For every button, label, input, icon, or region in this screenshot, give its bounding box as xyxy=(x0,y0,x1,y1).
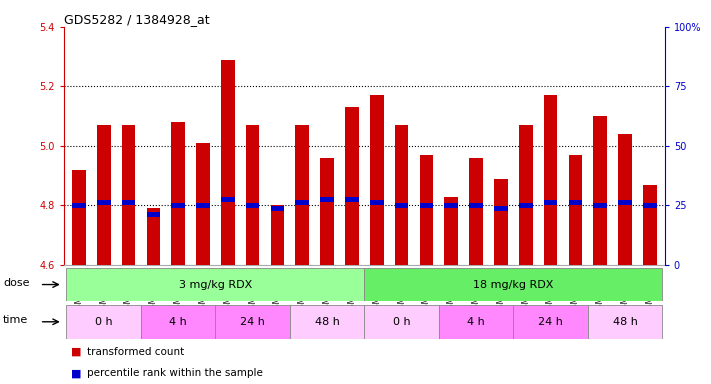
Bar xyxy=(594,203,607,208)
Bar xyxy=(345,107,359,265)
Bar xyxy=(643,185,657,265)
Bar xyxy=(395,203,408,208)
Bar xyxy=(196,203,210,208)
Bar xyxy=(221,60,235,265)
Bar xyxy=(171,203,185,208)
Bar xyxy=(439,305,513,339)
Bar xyxy=(271,206,284,211)
Bar xyxy=(619,134,632,265)
Bar xyxy=(588,305,663,339)
Bar xyxy=(221,197,235,202)
Text: transformed count: transformed count xyxy=(87,347,184,357)
Text: 24 h: 24 h xyxy=(538,317,563,327)
Bar xyxy=(296,125,309,265)
Bar xyxy=(594,116,607,265)
Bar xyxy=(171,122,185,265)
Bar xyxy=(395,125,408,265)
Text: 48 h: 48 h xyxy=(613,317,638,327)
Bar xyxy=(97,125,110,265)
Bar xyxy=(345,197,359,202)
Text: 3 mg/kg RDX: 3 mg/kg RDX xyxy=(178,280,252,290)
Bar xyxy=(196,143,210,265)
Bar xyxy=(544,95,557,265)
Bar xyxy=(364,305,439,339)
Text: 48 h: 48 h xyxy=(315,317,340,327)
Bar xyxy=(370,95,384,265)
Bar xyxy=(444,203,458,208)
Bar xyxy=(290,305,364,339)
Text: GDS5282 / 1384928_at: GDS5282 / 1384928_at xyxy=(64,13,210,26)
Bar xyxy=(246,125,260,265)
Bar xyxy=(569,200,582,205)
Bar xyxy=(215,305,290,339)
Bar xyxy=(296,200,309,205)
Bar xyxy=(364,268,663,301)
Bar xyxy=(141,305,215,339)
Bar xyxy=(66,305,141,339)
Bar xyxy=(146,212,160,217)
Text: 0 h: 0 h xyxy=(392,317,410,327)
Bar xyxy=(66,268,364,301)
Bar xyxy=(494,206,508,211)
Bar xyxy=(519,125,533,265)
Text: 4 h: 4 h xyxy=(169,317,187,327)
Bar xyxy=(419,203,433,208)
Bar xyxy=(544,200,557,205)
Bar xyxy=(643,203,657,208)
Bar xyxy=(569,155,582,265)
Text: 4 h: 4 h xyxy=(467,317,485,327)
Bar xyxy=(619,200,632,205)
Bar xyxy=(321,197,334,202)
Text: ■: ■ xyxy=(71,368,82,378)
Bar xyxy=(469,203,483,208)
Text: 18 mg/kg RDX: 18 mg/kg RDX xyxy=(473,280,554,290)
Text: 0 h: 0 h xyxy=(95,317,112,327)
Bar xyxy=(321,158,334,265)
Bar xyxy=(519,203,533,208)
Bar xyxy=(271,205,284,265)
Bar xyxy=(494,179,508,265)
Bar xyxy=(370,200,384,205)
Bar xyxy=(97,200,110,205)
Text: time: time xyxy=(4,315,28,325)
Bar xyxy=(122,125,135,265)
Bar xyxy=(72,203,86,208)
Bar xyxy=(146,209,160,265)
Text: percentile rank within the sample: percentile rank within the sample xyxy=(87,368,262,378)
Text: ■: ■ xyxy=(71,347,82,357)
Bar xyxy=(513,305,588,339)
Bar xyxy=(469,158,483,265)
Bar xyxy=(444,197,458,265)
Bar xyxy=(122,200,135,205)
Bar xyxy=(72,170,86,265)
Text: dose: dose xyxy=(4,278,30,288)
Bar xyxy=(419,155,433,265)
Text: 24 h: 24 h xyxy=(240,317,265,327)
Bar xyxy=(246,203,260,208)
